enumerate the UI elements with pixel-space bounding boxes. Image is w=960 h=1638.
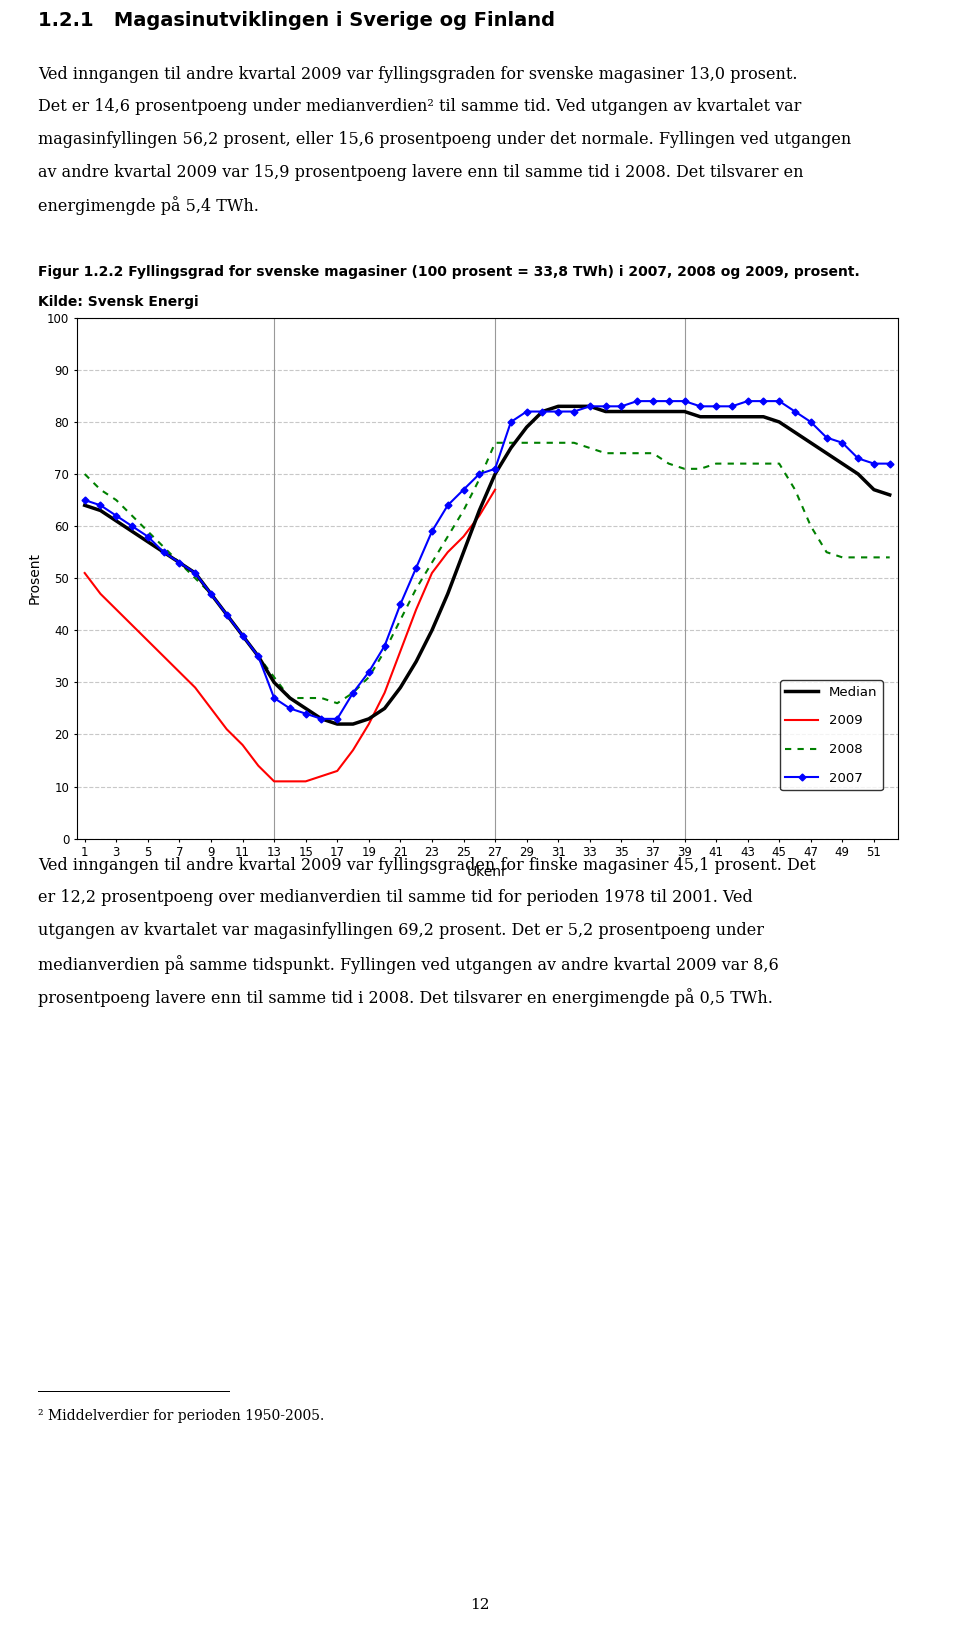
2009 bbox=[316, 767, 327, 786]
2009 bbox=[300, 771, 311, 791]
Text: 12: 12 bbox=[470, 1597, 490, 1612]
2007 bbox=[521, 401, 533, 421]
2007 bbox=[142, 527, 154, 547]
Y-axis label: Prosent: Prosent bbox=[27, 552, 41, 604]
2009 bbox=[331, 762, 343, 781]
Line: Median: Median bbox=[84, 406, 890, 724]
Line: 2007: 2007 bbox=[83, 398, 892, 721]
Median bbox=[521, 418, 533, 437]
2009 bbox=[269, 771, 280, 791]
Median bbox=[142, 532, 154, 552]
2009 bbox=[348, 740, 359, 760]
2009 bbox=[110, 600, 122, 619]
Line: 2008: 2008 bbox=[84, 442, 890, 703]
2009 bbox=[442, 542, 453, 562]
Median bbox=[379, 698, 391, 717]
Median bbox=[79, 495, 90, 514]
2009 bbox=[379, 683, 391, 703]
2009 bbox=[458, 527, 469, 547]
Text: av andre kvartal 2009 var 15,9 prosentpoeng lavere enn til samme tid i 2008. Det: av andre kvartal 2009 var 15,9 prosentpo… bbox=[38, 164, 804, 180]
2007 bbox=[316, 709, 327, 729]
Median bbox=[600, 401, 612, 421]
2007 bbox=[632, 391, 643, 411]
2008 bbox=[884, 547, 896, 567]
Line: 2009: 2009 bbox=[84, 490, 495, 781]
2007 bbox=[79, 490, 90, 509]
Text: Ved inngangen til andre kvartal 2009 var fyllingsgraden for svenske magasiner 13: Ved inngangen til andre kvartal 2009 var… bbox=[38, 66, 798, 82]
2007 bbox=[884, 454, 896, 473]
Median bbox=[884, 485, 896, 505]
Median bbox=[552, 396, 564, 416]
2009 bbox=[363, 714, 374, 734]
Median bbox=[632, 401, 643, 421]
2008 bbox=[600, 444, 612, 464]
Text: energimengde på 5,4 TWh.: energimengde på 5,4 TWh. bbox=[38, 197, 259, 216]
2009 bbox=[174, 662, 185, 681]
Text: magasinfyllingen 56,2 prosent, eller 15,6 prosentpoeng under det normale. Fyllin: magasinfyllingen 56,2 prosent, eller 15,… bbox=[38, 131, 852, 147]
Text: ² Middelverdier for perioden 1950-2005.: ² Middelverdier for perioden 1950-2005. bbox=[38, 1409, 324, 1423]
2009 bbox=[426, 563, 438, 583]
2008 bbox=[473, 470, 485, 490]
2009 bbox=[205, 698, 217, 717]
X-axis label: Ukenr: Ukenr bbox=[467, 865, 508, 880]
Text: prosentpoeng lavere enn til samme tid i 2008. Det tilsvarer en energimengde på 0: prosentpoeng lavere enn til samme tid i … bbox=[38, 988, 773, 1007]
2008 bbox=[142, 521, 154, 541]
2008 bbox=[490, 432, 501, 452]
2009 bbox=[79, 563, 90, 583]
2009 bbox=[252, 755, 264, 775]
Text: utgangen av kvartalet var magasinfyllingen 69,2 prosent. Det er 5,2 prosentpoeng: utgangen av kvartalet var magasinfylling… bbox=[38, 922, 764, 939]
2008 bbox=[537, 432, 548, 452]
2007 bbox=[615, 396, 627, 416]
2009 bbox=[490, 480, 501, 500]
2009 bbox=[237, 735, 249, 755]
2009 bbox=[142, 631, 154, 650]
Text: er 12,2 prosentpoeng over medianverdien til samme tid for perioden 1978 til 2001: er 12,2 prosentpoeng over medianverdien … bbox=[38, 889, 754, 906]
Legend: Median, 2009, 2008, 2007: Median, 2009, 2008, 2007 bbox=[780, 680, 883, 791]
2009 bbox=[473, 506, 485, 526]
Text: Kilde: Svensk Energi: Kilde: Svensk Energi bbox=[38, 295, 199, 310]
Text: Det er 14,6 prosentpoeng under medianverdien² til samme tid. Ved utgangen av kva: Det er 14,6 prosentpoeng under medianver… bbox=[38, 98, 802, 115]
Text: Ved inngangen til andre kvartal 2009 var fyllingsgraden for finske magasiner 45,: Ved inngangen til andre kvartal 2009 var… bbox=[38, 857, 816, 873]
2009 bbox=[157, 647, 169, 667]
2007 bbox=[584, 396, 595, 416]
2009 bbox=[411, 600, 422, 619]
2009 bbox=[395, 642, 406, 662]
2008 bbox=[379, 642, 391, 662]
Text: medianverdien på samme tidspunkt. Fyllingen ved utgangen av andre kvartal 2009 v: medianverdien på samme tidspunkt. Fyllin… bbox=[38, 955, 780, 975]
2008 bbox=[79, 464, 90, 483]
2009 bbox=[221, 719, 232, 739]
2007 bbox=[473, 464, 485, 483]
Median bbox=[331, 714, 343, 734]
2009 bbox=[189, 678, 201, 698]
2009 bbox=[284, 771, 296, 791]
2007 bbox=[379, 636, 391, 655]
Text: Figur 1.2.2 Fyllingsgrad for svenske magasiner (100 prosent = 33,8 TWh) i 2007, : Figur 1.2.2 Fyllingsgrad for svenske mag… bbox=[38, 265, 860, 280]
2009 bbox=[127, 616, 138, 636]
2008 bbox=[331, 693, 343, 713]
2008 bbox=[632, 444, 643, 464]
Median bbox=[473, 501, 485, 521]
2009 bbox=[95, 585, 107, 604]
Text: 1.2.1   Magasinutviklingen i Sverige og Finland: 1.2.1 Magasinutviklingen i Sverige og Fi… bbox=[38, 11, 556, 31]
